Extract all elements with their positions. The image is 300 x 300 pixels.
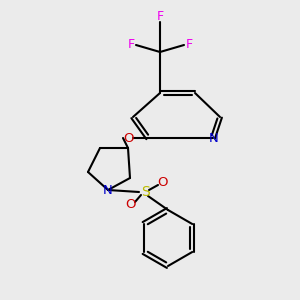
Text: S: S: [141, 185, 149, 199]
Text: F: F: [185, 38, 193, 52]
Text: O: O: [125, 199, 135, 212]
Text: N: N: [209, 131, 219, 145]
Text: N: N: [103, 184, 113, 196]
Text: F: F: [128, 38, 135, 52]
Text: O: O: [158, 176, 168, 188]
Text: O: O: [123, 131, 133, 145]
Text: F: F: [156, 11, 164, 23]
